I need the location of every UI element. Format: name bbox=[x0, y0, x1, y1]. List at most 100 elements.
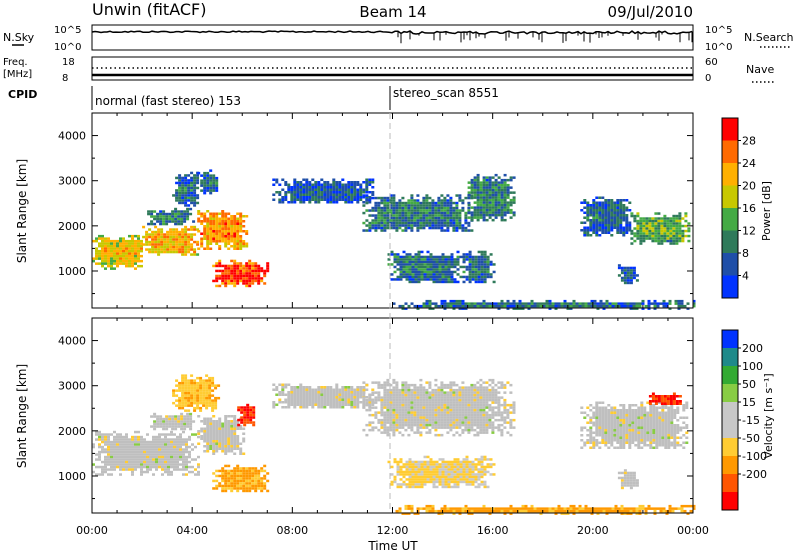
power-cell bbox=[657, 232, 661, 235]
power-cell bbox=[239, 277, 243, 280]
power-cell bbox=[137, 264, 140, 268]
velocity-cell bbox=[245, 477, 249, 480]
velocity-cell bbox=[176, 445, 179, 449]
velocity-cell bbox=[422, 388, 426, 392]
power-cell bbox=[482, 216, 486, 219]
power-cell bbox=[586, 234, 590, 237]
power-cell bbox=[491, 208, 495, 212]
velocity-cell bbox=[149, 440, 152, 444]
power-cell bbox=[470, 216, 474, 219]
power-cell bbox=[622, 219, 626, 222]
power-cell bbox=[598, 204, 602, 207]
power-cell bbox=[187, 245, 191, 249]
power-cell bbox=[432, 273, 436, 276]
velocity-cell bbox=[296, 403, 300, 406]
power-cell bbox=[413, 204, 417, 207]
velocity-cell bbox=[140, 453, 143, 456]
velocity-cell bbox=[482, 396, 486, 399]
velocity-cell bbox=[175, 389, 179, 392]
power-cell bbox=[598, 209, 602, 212]
velocity-cell bbox=[104, 443, 107, 446]
velocity-cell bbox=[410, 408, 414, 412]
velocity-cell bbox=[476, 413, 480, 417]
power-cell bbox=[458, 209, 462, 212]
velocity-cell bbox=[215, 435, 219, 438]
power-cell bbox=[257, 274, 261, 278]
velocity-cell bbox=[473, 421, 477, 424]
power-cell bbox=[692, 299, 696, 303]
power-cell bbox=[477, 268, 481, 271]
velocity-cell bbox=[311, 388, 315, 391]
velocity-cell bbox=[104, 460, 107, 464]
power-cell bbox=[429, 268, 433, 271]
power-cell bbox=[581, 302, 585, 305]
power-cell bbox=[323, 181, 327, 184]
power-cell bbox=[107, 264, 110, 268]
velocity-cell bbox=[446, 383, 450, 387]
power-cell bbox=[455, 219, 459, 222]
power-cell bbox=[509, 178, 513, 182]
power-cell bbox=[377, 224, 381, 227]
velocity-cell bbox=[230, 430, 234, 433]
power-cell bbox=[417, 250, 421, 254]
power-cell bbox=[506, 178, 510, 182]
power-cell bbox=[431, 219, 435, 222]
power-cell bbox=[648, 219, 652, 223]
power-cell bbox=[464, 211, 468, 215]
power-cell bbox=[242, 240, 246, 243]
velocity-cell bbox=[245, 474, 249, 478]
velocity-cell bbox=[110, 460, 113, 464]
power-cell bbox=[389, 216, 393, 220]
power-cell bbox=[404, 307, 408, 310]
power-cell bbox=[595, 226, 599, 229]
power-cell bbox=[428, 209, 432, 212]
power-cell bbox=[95, 249, 98, 253]
power-cell bbox=[483, 273, 487, 276]
power-cell bbox=[326, 181, 330, 184]
power-cell bbox=[500, 186, 504, 189]
power-cell bbox=[101, 264, 104, 268]
power-cell bbox=[193, 240, 197, 244]
power-cell bbox=[681, 229, 685, 233]
velocity-cell bbox=[428, 413, 432, 417]
power-cell bbox=[636, 232, 640, 235]
velocity-cell bbox=[407, 388, 411, 392]
power-cell bbox=[332, 178, 336, 181]
power-cell bbox=[200, 181, 204, 185]
power-cell bbox=[446, 226, 450, 230]
power-cell bbox=[607, 211, 611, 214]
velocity-cell bbox=[215, 487, 219, 490]
power-cell bbox=[350, 183, 354, 186]
power-cell bbox=[413, 219, 417, 222]
power-cell bbox=[589, 219, 593, 222]
velocity-cell bbox=[413, 406, 417, 409]
power-cell bbox=[474, 273, 478, 276]
velocity-cell bbox=[413, 386, 417, 389]
power-cell bbox=[675, 234, 679, 238]
velocity-cell bbox=[184, 376, 188, 380]
power-cell bbox=[635, 274, 639, 277]
power-cell bbox=[131, 257, 134, 260]
power-cell bbox=[611, 302, 615, 305]
velocity-cell bbox=[185, 473, 188, 476]
velocity-cell bbox=[187, 381, 191, 385]
velocity-cell bbox=[461, 431, 465, 434]
velocity-cell bbox=[122, 445, 125, 449]
velocity-cell bbox=[168, 415, 172, 418]
velocity-cell bbox=[119, 458, 122, 461]
power-cell bbox=[293, 193, 297, 196]
velocity-cell bbox=[159, 425, 163, 428]
velocity-cell bbox=[410, 411, 414, 414]
power-cell bbox=[383, 211, 387, 215]
velocity-cell bbox=[221, 474, 225, 478]
power-cell bbox=[431, 226, 435, 230]
power-cell bbox=[122, 252, 125, 255]
power-cell bbox=[429, 258, 433, 261]
velocity-cell bbox=[428, 428, 432, 432]
power-cell bbox=[236, 222, 240, 225]
power-cell bbox=[482, 201, 486, 204]
velocity-cell bbox=[404, 428, 408, 432]
power-cell bbox=[196, 179, 200, 182]
power-cell bbox=[148, 248, 152, 251]
power-cell bbox=[122, 239, 125, 243]
